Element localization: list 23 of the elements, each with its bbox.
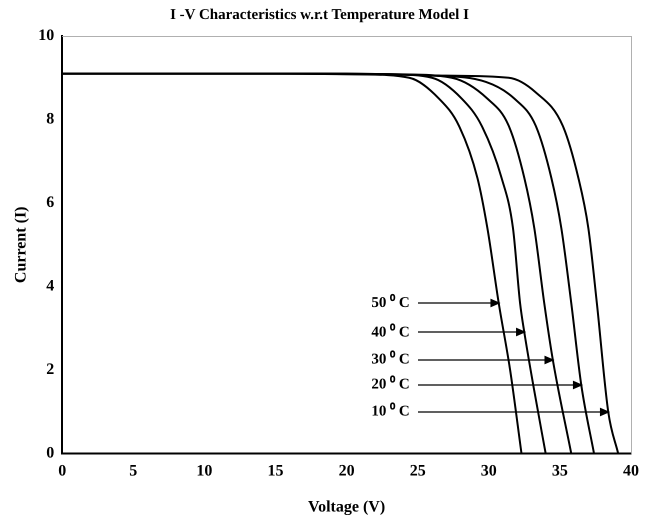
- y-tick-label: 8: [46, 110, 54, 128]
- y-tick-label: 0: [46, 444, 54, 462]
- x-tick-label: 10: [196, 462, 212, 480]
- y-axis-title: Current (I): [12, 206, 30, 284]
- x-tick-label: 0: [58, 462, 66, 480]
- x-tick-label: 5: [129, 462, 138, 480]
- annotation: 10 ⁰ C: [371, 402, 410, 420]
- x-tick-label: 15: [268, 462, 284, 480]
- y-tick-label: 6: [46, 194, 54, 212]
- x-tick-label: 40: [623, 462, 639, 480]
- y-tick-label: 4: [46, 278, 54, 295]
- annotation: 40 ⁰ C: [371, 322, 410, 340]
- annotation: 30 ⁰ C: [371, 350, 410, 368]
- y-tick-label: 10: [38, 27, 54, 44]
- x-tick-label: 20: [338, 462, 355, 480]
- annotation: 50 ⁰ C: [371, 293, 410, 312]
- chart-title: I -V Characteristics w.r.t Temperature Model I: [170, 6, 470, 23]
- y-tick-label: 2: [46, 361, 54, 378]
- x-tick-label: 25: [410, 462, 426, 480]
- x-axis-title: Voltage (V): [308, 498, 386, 516]
- x-tick-label: 35: [552, 462, 568, 480]
- annotation: 20 ⁰ C: [371, 374, 410, 393]
- x-tick-label: 30: [480, 462, 497, 480]
